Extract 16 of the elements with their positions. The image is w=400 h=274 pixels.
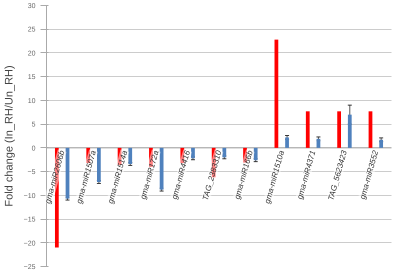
- bar: [379, 140, 384, 148]
- bar: [66, 148, 70, 199]
- bar: [316, 138, 320, 148]
- bar: [160, 148, 164, 190]
- bar: [191, 148, 195, 158]
- bar: [96, 148, 101, 182]
- bar: [128, 148, 132, 164]
- bar: [348, 114, 352, 148]
- bar: [274, 40, 278, 148]
- bar: [254, 148, 258, 160]
- bar: [337, 111, 342, 148]
- bar: [285, 137, 289, 148]
- y-axis-title: Fold change (In_RH/Un_RH): [4, 65, 16, 207]
- bar: [368, 111, 372, 148]
- bar: [222, 148, 226, 158]
- bar: [306, 111, 310, 148]
